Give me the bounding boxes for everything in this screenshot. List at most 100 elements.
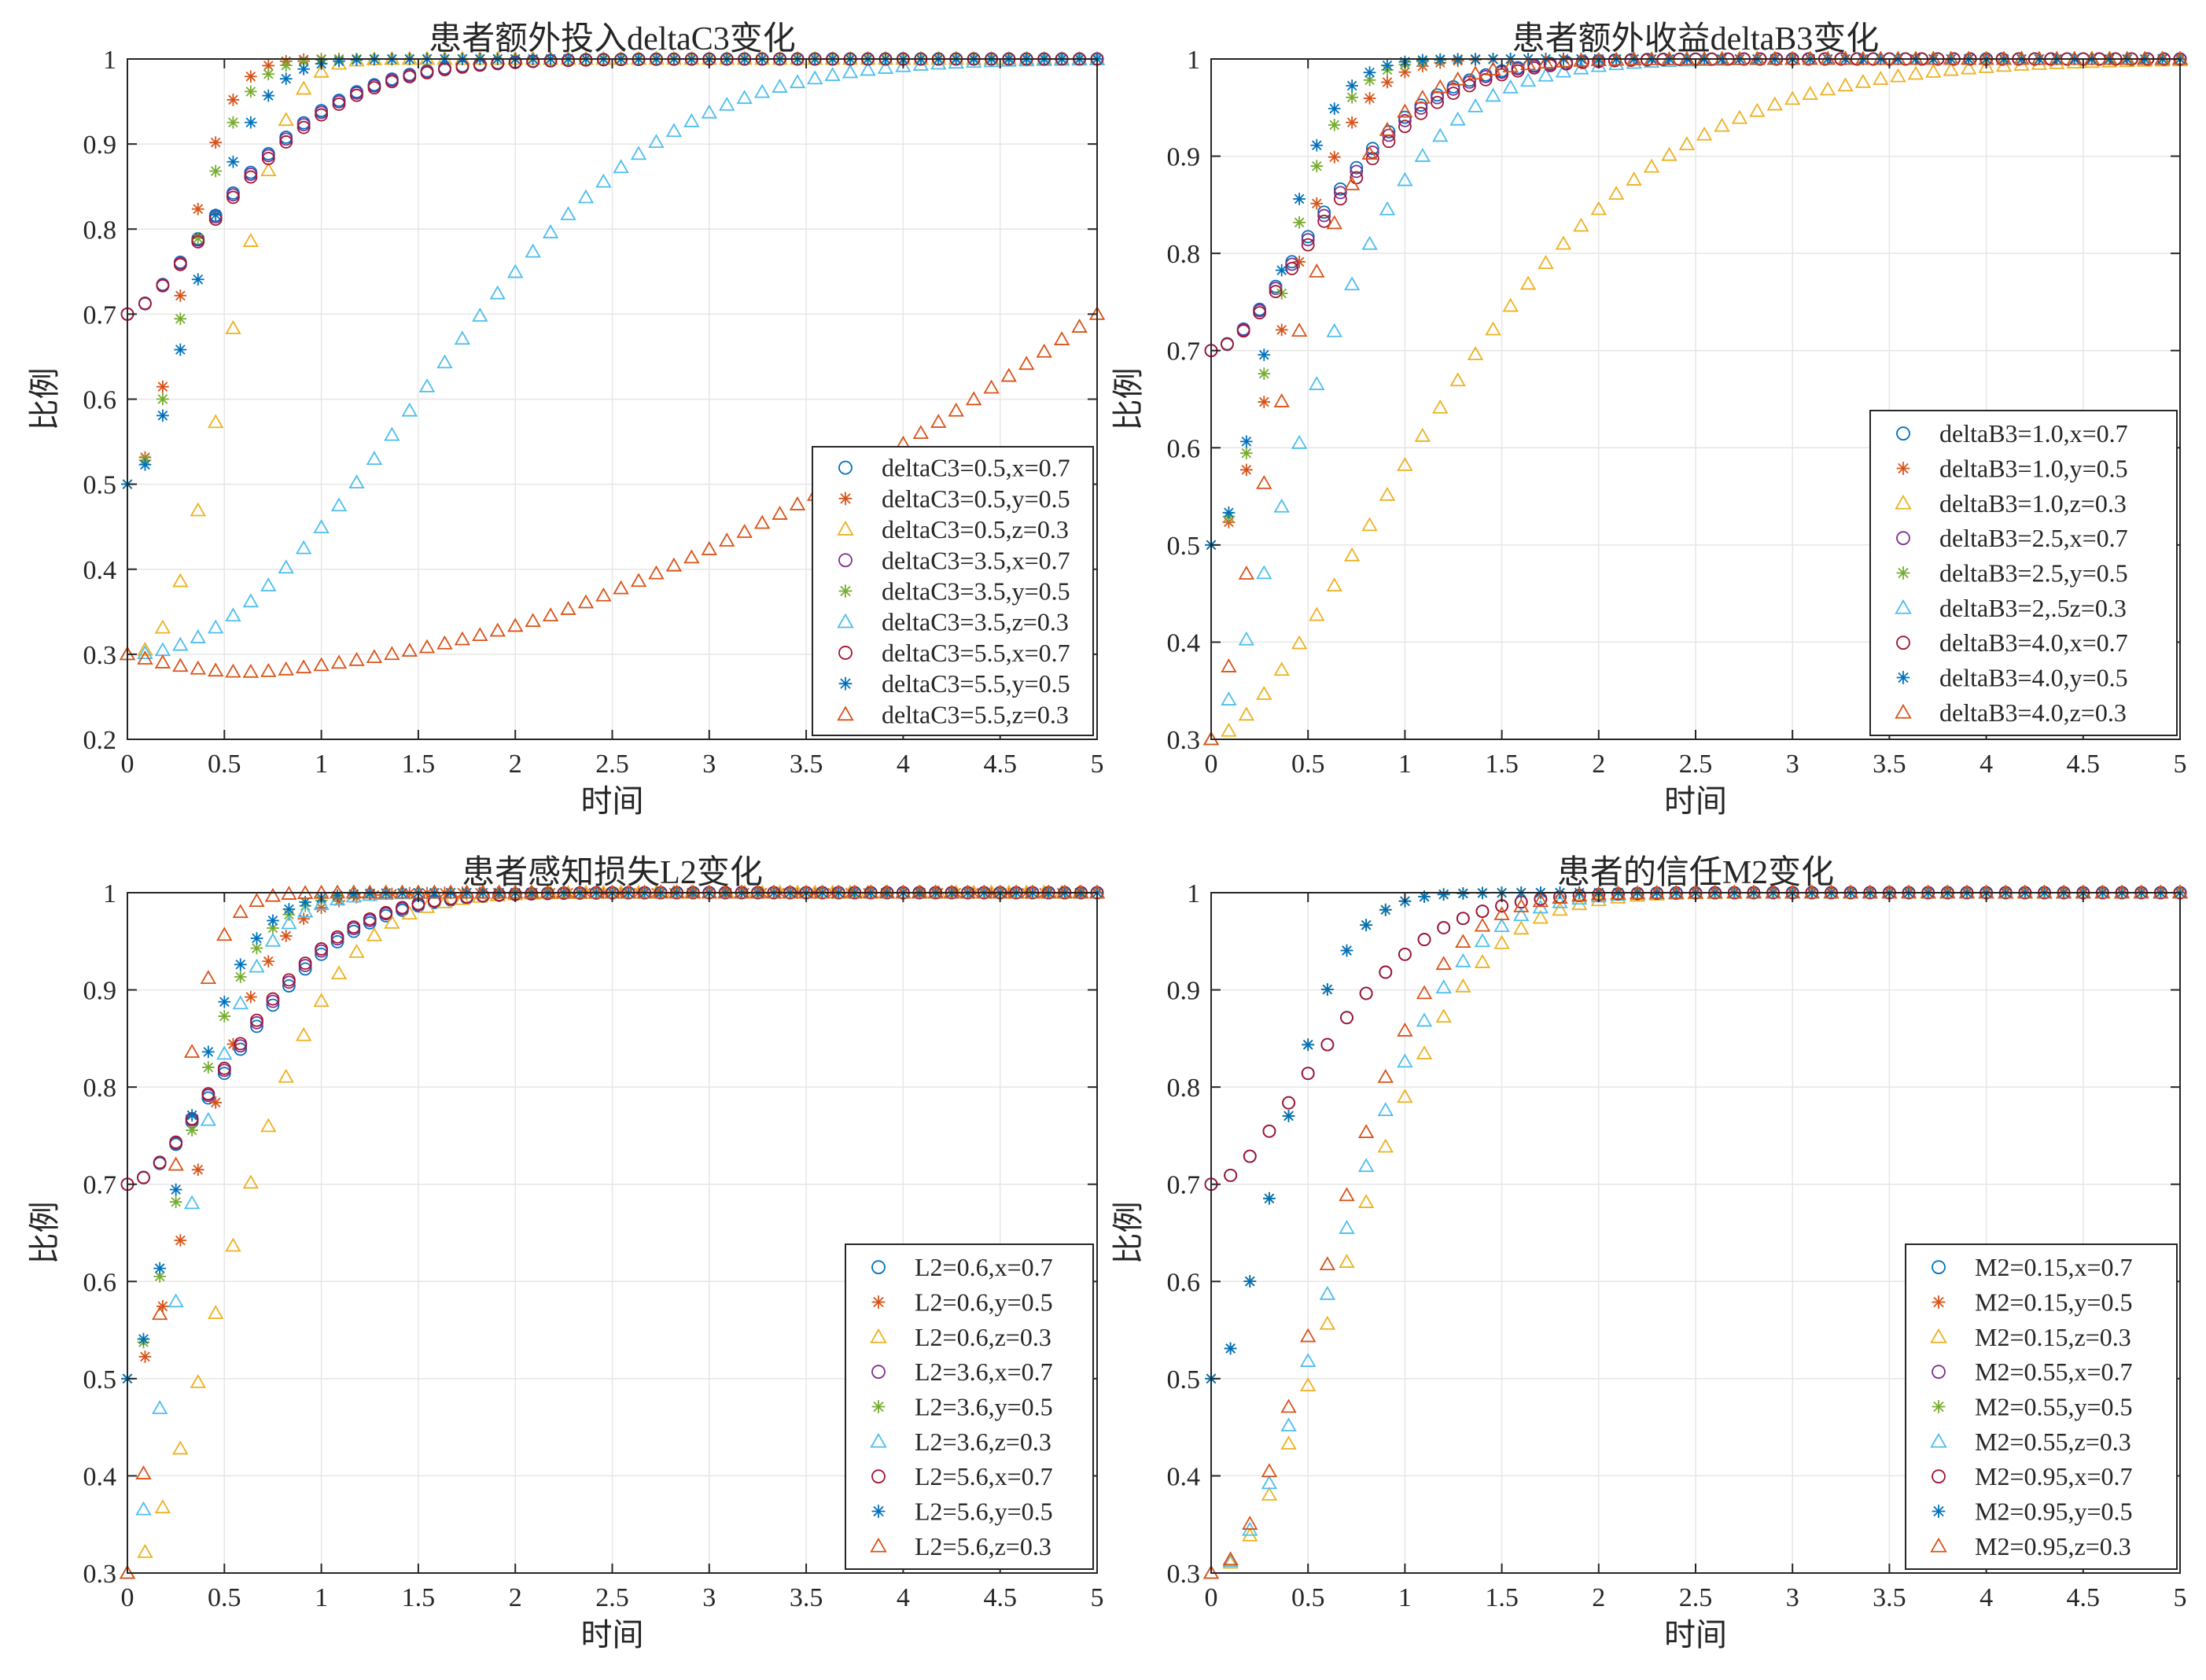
x-axis-label: 时间 [581, 1617, 644, 1652]
legend-label: M2=0.15,y=0.5 [1975, 1288, 2133, 1317]
data-point [157, 393, 169, 406]
x-tick-label: 4.5 [983, 1583, 1017, 1612]
chart-title: 患者感知损失L2变化 [462, 854, 763, 891]
data-point [153, 1262, 166, 1275]
data-point [1381, 59, 1394, 72]
data-point [234, 958, 247, 971]
data-point [170, 1196, 182, 1208]
x-tick-label: 0.5 [1291, 1583, 1325, 1612]
legend-label: M2=0.95,y=0.5 [1975, 1498, 2133, 1526]
data-point [1240, 436, 1253, 448]
data-point [1243, 1275, 1256, 1288]
data-point [1379, 904, 1392, 916]
data-point [245, 116, 257, 129]
data-point [1328, 151, 1341, 164]
legend-marker [839, 584, 853, 598]
legend-label: L2=0.6,z=0.3 [915, 1323, 1051, 1351]
y-tick-label: 0.2 [83, 726, 117, 755]
legend-label: deltaC3=5.5,y=0.5 [882, 669, 1070, 698]
legend-label: M2=0.55,x=0.7 [1975, 1358, 2133, 1386]
x-axis-label: 时间 [1664, 783, 1727, 819]
data-point [202, 1046, 215, 1059]
x-tick-label: 1.5 [1485, 750, 1519, 779]
legend-label: L2=3.6,z=0.3 [915, 1428, 1051, 1456]
data-point [245, 991, 257, 1004]
y-tick-label: 0.7 [1167, 1171, 1201, 1200]
y-axis-label: 比例 [27, 1202, 62, 1265]
data-point [170, 1184, 182, 1196]
data-point [174, 344, 186, 356]
legend-label: deltaC3=0.5,z=0.3 [882, 515, 1069, 543]
legend-label: M2=0.15,x=0.7 [1975, 1253, 2133, 1281]
data-point [138, 1333, 150, 1346]
data-point [1240, 447, 1253, 459]
y-axis-label: 比例 [1110, 1202, 1146, 1265]
x-tick-label: 3 [1786, 1583, 1799, 1612]
y-tick-label: 0.6 [83, 386, 117, 415]
x-tick-label: 4 [897, 750, 910, 779]
data-point [1364, 66, 1376, 79]
x-tick-label: 3 [702, 1583, 716, 1612]
x-tick-label: 1 [1398, 750, 1412, 779]
data-point [280, 72, 293, 85]
y-tick-label: 0.6 [1167, 434, 1201, 463]
data-point [1381, 76, 1394, 89]
legend-label: L2=3.6,x=0.7 [915, 1358, 1053, 1386]
data-point [267, 915, 279, 927]
y-tick-label: 0.4 [83, 1462, 117, 1491]
data-point [351, 53, 363, 66]
legend-marker [872, 1295, 886, 1309]
legend-label: M2=0.55,z=0.3 [1975, 1428, 2131, 1456]
data-point [1310, 139, 1323, 152]
data-point [209, 136, 222, 149]
x-tick-label: 2.5 [1679, 750, 1713, 779]
y-tick-label: 0.9 [1167, 977, 1201, 1006]
legend: L2=0.6,x=0.7L2=0.6,y=0.5L2=0.6,z=0.3L2=3… [845, 1244, 1093, 1569]
data-point [174, 289, 186, 302]
y-tick-label: 1 [103, 46, 116, 75]
legend-marker [1897, 566, 1910, 580]
y-tick-label: 0.3 [1167, 726, 1201, 755]
chart-title: 患者额外投入deltaC3变化 [429, 20, 796, 57]
legend: deltaB3=1.0,x=0.7deltaB3=1.0,y=0.5deltaB… [1870, 411, 2177, 735]
data-point [1321, 983, 1334, 996]
data-point [1416, 54, 1429, 67]
x-tick-label: 3 [1786, 750, 1799, 779]
y-axis-label: 比例 [27, 368, 62, 431]
data-point [192, 273, 204, 286]
data-point [262, 68, 274, 80]
x-tick-label: 3.5 [1873, 750, 1906, 779]
x-tick-label: 0 [121, 1583, 134, 1612]
legend-marker [872, 1505, 886, 1518]
data-point [1225, 1343, 1237, 1355]
data-point [1258, 348, 1270, 361]
data-point [1263, 1192, 1276, 1205]
legend-label: deltaB3=1.0,y=0.5 [1939, 455, 2128, 483]
legend: M2=0.15,x=0.7M2=0.15,y=0.5M2=0.15,z=0.3M… [1906, 1244, 2177, 1569]
y-axis-label: 比例 [1110, 368, 1146, 431]
x-tick-label: 5 [2174, 1583, 2187, 1612]
y-tick-label: 1 [1187, 879, 1200, 908]
data-point [280, 59, 293, 72]
legend-label: deltaC3=3.5,z=0.3 [882, 608, 1069, 636]
x-tick-label: 0.5 [1291, 750, 1325, 779]
x-tick-label: 2.5 [1679, 1583, 1713, 1612]
legend-label: deltaC3=3.5,x=0.7 [882, 546, 1070, 574]
legend-label: deltaB3=2.5,y=0.5 [1939, 559, 2128, 588]
x-tick-label: 0.5 [208, 750, 241, 779]
data-point [262, 90, 274, 102]
legend-label: L2=5.6,z=0.3 [915, 1532, 1051, 1560]
x-tick-label: 3.5 [1873, 1583, 1906, 1612]
y-tick-label: 0.9 [83, 977, 117, 1006]
y-tick-label: 1 [103, 879, 116, 908]
data-point [245, 86, 257, 98]
data-point [1341, 945, 1353, 957]
legend-label: deltaB3=2,.5z=0.3 [1939, 594, 2127, 622]
data-point [280, 930, 293, 942]
y-tick-label: 0.3 [83, 641, 117, 670]
x-axis-label: 时间 [581, 783, 644, 819]
data-point [174, 312, 186, 325]
data-point [139, 1350, 152, 1363]
